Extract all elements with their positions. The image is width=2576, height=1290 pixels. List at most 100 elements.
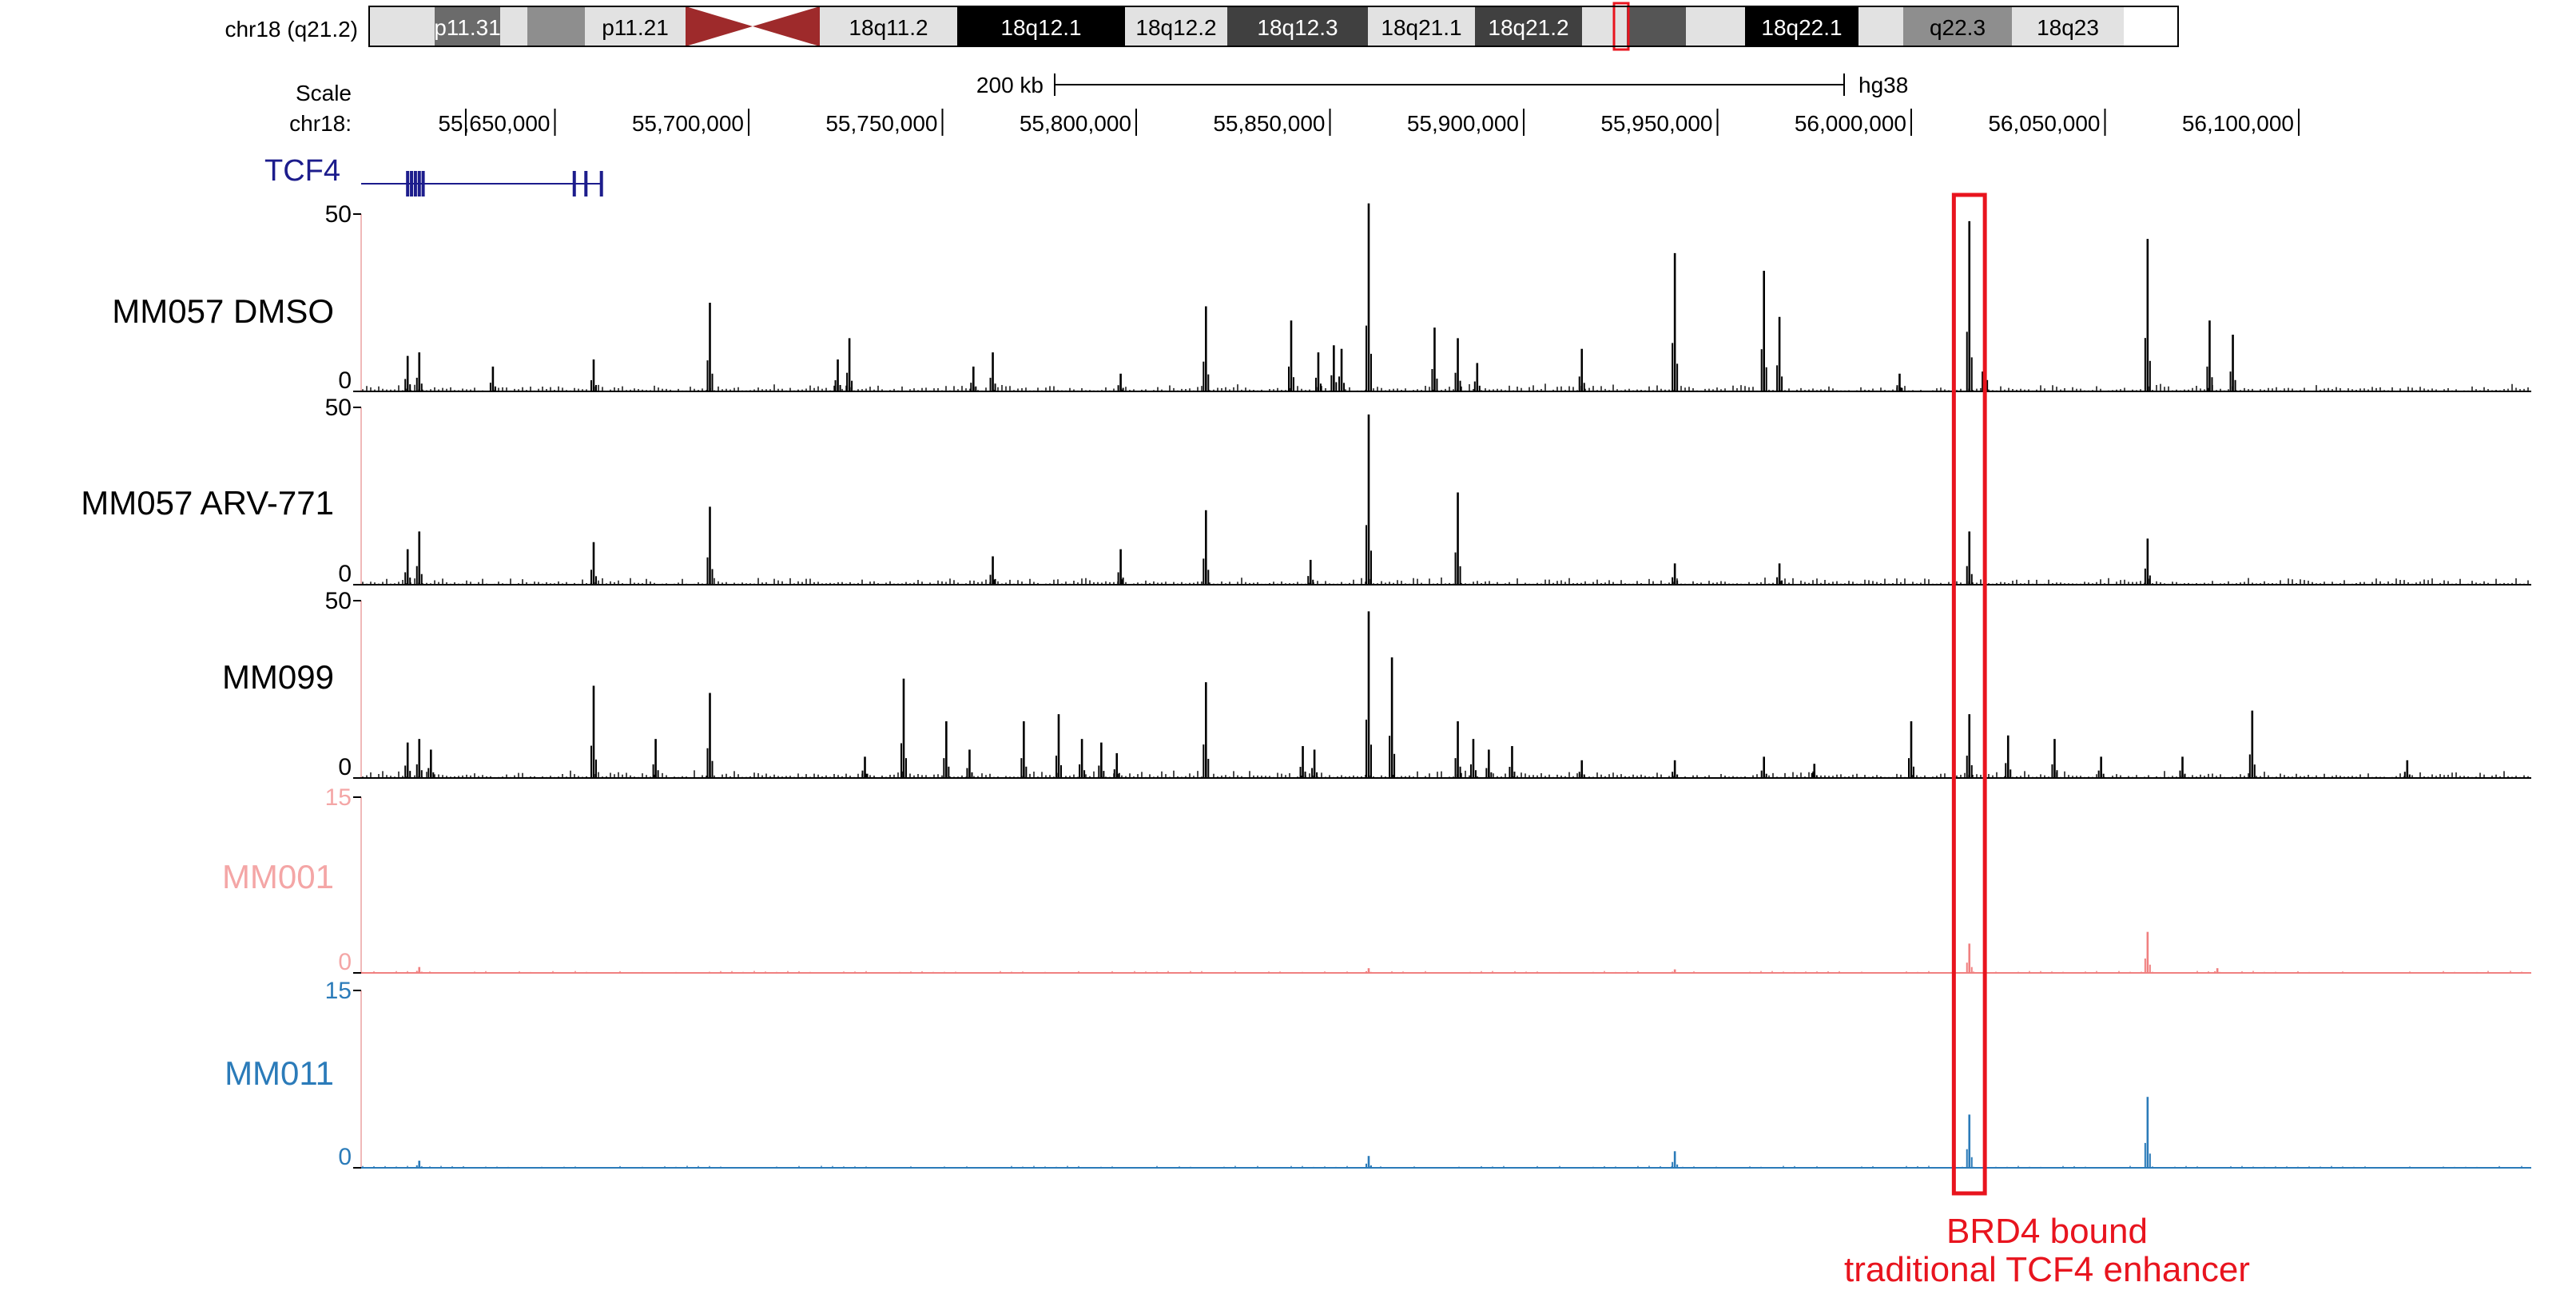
chromosome-band bbox=[1368, 6, 1475, 46]
chromosome-band bbox=[1582, 6, 1627, 46]
chromosome-band-label: 18q12.3 bbox=[1257, 15, 1338, 40]
centromere-right bbox=[753, 6, 820, 46]
signal-peak bbox=[1672, 563, 1679, 585]
signal-peak bbox=[1776, 563, 1783, 585]
signal-peak bbox=[1299, 746, 1306, 778]
signal-peak bbox=[834, 359, 841, 391]
track-ymin-label: 0 bbox=[338, 949, 352, 975]
ideogram-position-marker bbox=[1612, 2, 1630, 51]
track-ymin-label: 0 bbox=[338, 561, 352, 587]
track-label: MM011 bbox=[225, 1054, 334, 1092]
centromere-left bbox=[686, 6, 753, 46]
signal-peak bbox=[1760, 756, 1767, 778]
track-ymax-label: 15 bbox=[325, 784, 352, 811]
signal-peak bbox=[1366, 1156, 1372, 1168]
gene-track: TCF4 bbox=[264, 154, 603, 196]
signal-peak bbox=[2214, 968, 2221, 973]
signal-peak bbox=[2051, 739, 2058, 778]
signal-peak bbox=[706, 693, 714, 778]
signal-peak bbox=[1366, 611, 1372, 778]
signal-peak bbox=[1098, 742, 1105, 778]
signal-peak bbox=[1473, 363, 1481, 391]
track-background-signal bbox=[362, 770, 2529, 778]
track-background-signal bbox=[362, 970, 2522, 973]
track-label: MM057 ARV-771 bbox=[81, 484, 334, 522]
chromosome-band-label: q22.3 bbox=[1930, 15, 1986, 40]
signal-peak bbox=[1314, 352, 1322, 391]
chromosome-band bbox=[1475, 6, 1582, 46]
signal-track: MM001 15 0 bbox=[222, 784, 2531, 975]
chromosome-band bbox=[2012, 6, 2124, 46]
signal-peak bbox=[652, 739, 659, 778]
track-ymin-label: 0 bbox=[338, 754, 352, 780]
signal-peak bbox=[1288, 320, 1294, 391]
signal-peak bbox=[415, 531, 423, 585]
gene-model bbox=[361, 171, 603, 196]
signal-track: MM099 50 0 bbox=[222, 588, 2531, 780]
gene-exon bbox=[406, 171, 410, 196]
chromosome-band bbox=[1227, 6, 1368, 46]
signal-peak bbox=[706, 506, 714, 585]
signal-peak bbox=[2403, 760, 2411, 778]
track-ymax-label: 50 bbox=[325, 395, 352, 421]
signal-peak bbox=[2144, 1097, 2151, 1168]
coordinate-tick-label: 55,750,000 bbox=[825, 111, 937, 136]
signal-peak bbox=[846, 338, 853, 391]
chromosome-band-label: 18q11.2 bbox=[849, 15, 928, 40]
signal-peak bbox=[1966, 943, 1973, 973]
signal-peak bbox=[1908, 720, 1914, 778]
signal-peak bbox=[1079, 739, 1086, 778]
signal-peak bbox=[1454, 338, 1461, 391]
chromosome-band bbox=[1903, 6, 2012, 46]
signal-peak bbox=[1055, 714, 1062, 778]
signal-peak bbox=[1966, 531, 1973, 585]
signal-peak bbox=[1389, 657, 1396, 778]
signal-peak bbox=[2229, 334, 2236, 391]
signal-peak bbox=[404, 549, 411, 585]
chromosome-bands: p11.31 p11.21 18q11.2 18q12.1 18q12.2 18q12.3… bbox=[369, 2, 2124, 51]
signal-peak bbox=[415, 739, 423, 778]
gene-exon bbox=[417, 171, 421, 196]
signal-peak bbox=[415, 352, 423, 391]
signal-peak bbox=[1366, 414, 1372, 585]
signal-peak bbox=[1966, 714, 1973, 778]
signal-peak bbox=[1117, 549, 1124, 585]
signal-peak bbox=[2097, 756, 2105, 778]
annotation-line-1: BRD4 bound bbox=[1946, 1212, 2148, 1251]
signal-peak bbox=[2206, 320, 2213, 391]
chromosome-band bbox=[1686, 6, 1745, 46]
signal-peak bbox=[1454, 492, 1461, 585]
signal-peak bbox=[1366, 203, 1372, 391]
chromosome-band bbox=[527, 6, 585, 46]
signal-peak bbox=[404, 355, 411, 391]
gene-exon bbox=[584, 171, 588, 196]
chromosome-band-label: 18q22.1 bbox=[1761, 15, 1842, 40]
track-ymax-label: 50 bbox=[325, 201, 352, 228]
signal-peak bbox=[861, 756, 869, 778]
gene-exon bbox=[413, 171, 417, 196]
track-ymin-label: 0 bbox=[338, 367, 352, 394]
signal-peak bbox=[1454, 720, 1461, 778]
chromosome-band bbox=[820, 6, 957, 46]
signal-peak bbox=[404, 742, 411, 778]
signal-peak bbox=[1020, 720, 1028, 778]
enhancer-highlight-box bbox=[1951, 193, 1987, 1196]
chromosome-label: chr18 (q21.2) bbox=[225, 17, 358, 42]
signal-peak bbox=[1117, 373, 1124, 391]
chromosome-band bbox=[1745, 6, 1858, 46]
signal-peak bbox=[1509, 746, 1516, 778]
track-ymin-label: 0 bbox=[338, 1144, 352, 1170]
coordinate-tick-label: 55,700,000 bbox=[632, 111, 744, 136]
coordinate-tick-label: 56,000,000 bbox=[1795, 111, 1906, 136]
coordinate-tick-label: 55,900,000 bbox=[1407, 111, 1519, 136]
signal-peak bbox=[2005, 735, 2012, 778]
chromosome-band-label: 18q21.2 bbox=[1488, 15, 1568, 40]
ideogram-outline bbox=[368, 6, 2179, 47]
signal-peak bbox=[1431, 327, 1438, 391]
signal-peak bbox=[590, 542, 597, 585]
track-label: MM057 DMSO bbox=[112, 292, 334, 330]
signal-peak bbox=[1307, 559, 1314, 585]
signal-peak bbox=[1311, 749, 1318, 778]
signal-peak bbox=[989, 556, 996, 585]
